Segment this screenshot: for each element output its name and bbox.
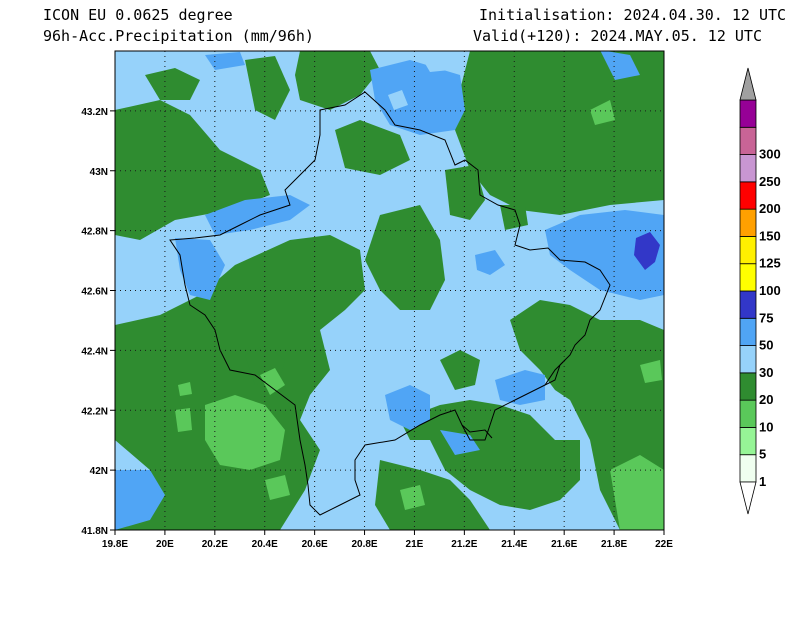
colorbar-swatch (739, 454, 757, 483)
x-tick-label: 22E (655, 539, 673, 550)
field-10-20 (445, 165, 485, 220)
colorbar-swatch (739, 372, 757, 401)
y-tick-label: 42.2N (81, 406, 108, 417)
field-10-20 (245, 56, 290, 120)
colorbar-label: 10 (759, 419, 773, 434)
field-5-10 (610, 455, 664, 530)
x-tick-label: 21E (406, 539, 424, 550)
field-5-10 (178, 382, 192, 396)
field-30-50 (370, 60, 465, 135)
model-title: ICON EU 0.0625 degree (43, 6, 233, 24)
field-30-50 (115, 470, 165, 530)
colorbar-label: 50 (759, 338, 773, 353)
colorbar-label: 150 (759, 228, 781, 243)
field-10-20 (440, 350, 480, 390)
colorbar-swatch (739, 99, 757, 128)
colorbar-swatch (739, 263, 757, 292)
colorbar-swatch (739, 181, 757, 210)
field-5-10 (260, 368, 285, 395)
x-tick-label: 19.8E (102, 539, 128, 550)
field-10-20 (400, 400, 580, 510)
field-10-20 (335, 120, 410, 175)
field-30-50 (545, 210, 664, 300)
colorbar-swatch (739, 345, 757, 374)
field-30-50 (600, 51, 640, 80)
y-axis: 41.8N 42N 42.2N 42.4N 42.6N 42.8N 43N 43.2N (81, 107, 115, 537)
field-50-75 (634, 232, 660, 270)
colorbar-swatch (739, 427, 757, 456)
colorbar-label: 250 (759, 174, 781, 189)
colorbar-swatch (739, 317, 757, 346)
colorbar-label: 100 (759, 283, 781, 298)
y-tick-label: 42N (90, 466, 108, 477)
valid-time: Valid(+120): 2024.MAY.05. 12 UTC (473, 27, 762, 45)
y-tick-label: 43N (90, 167, 108, 178)
x-tick-label: 21.8E (601, 539, 627, 550)
colorbar-swatch (739, 290, 757, 319)
field-10-20 (455, 51, 664, 215)
field-10-20 (500, 205, 528, 230)
field-5-10 (640, 360, 662, 383)
x-tick-label: 20E (156, 539, 174, 550)
colorbar-label: 125 (759, 256, 781, 271)
colorbar-label: 5 (759, 447, 766, 462)
field-title: 96h-Acc.Precipitation (mm/96h) (43, 27, 314, 45)
colorbar-swatch (739, 154, 757, 183)
y-tick-label: 43.2N (81, 107, 108, 118)
x-axis: 19.8E 20E 20.2E 20.4E 20.6E 20.8E 21E 21.2E 21.4… (102, 530, 673, 550)
colorbar-swatch (739, 236, 757, 265)
precipitation-field (115, 51, 664, 530)
field-10-20 (145, 68, 200, 100)
field-30-50 (205, 195, 310, 235)
colorbar-label: 30 (759, 365, 773, 380)
colorbar-label: 200 (759, 201, 781, 216)
field-5-10 (400, 485, 425, 510)
colorbar-swatch (739, 208, 757, 237)
x-tick-label: 20.4E (252, 539, 278, 550)
colorbar-overflow-arrow (739, 67, 757, 101)
field-5-10 (175, 408, 192, 432)
inner-boundary (461, 359, 566, 439)
field-10-20 (115, 100, 270, 240)
field-30-50 (175, 238, 225, 300)
y-tick-label: 42.6N (81, 287, 108, 298)
colorbar-label: 75 (759, 310, 773, 325)
colorbar-underflow-arrow (739, 481, 757, 515)
colorbar-label: 1 (759, 474, 766, 489)
field-10-20 (375, 460, 490, 530)
field-30-50 (475, 250, 505, 275)
field-10-20 (295, 51, 380, 110)
colorbar-label: 300 (759, 147, 781, 162)
y-tick-label: 42.8N (81, 227, 108, 238)
colorbar: 1 5 10 20 30 50 75 100 125 150 200 250 300 (739, 67, 781, 515)
field-10-20 (365, 205, 445, 310)
x-tick-label: 21.4E (501, 539, 527, 550)
field-5-10 (590, 100, 615, 125)
colorbar-label: 20 (759, 392, 773, 407)
initialisation-time: Initialisation: 2024.04.30. 12 UTC (479, 6, 787, 24)
x-tick-label: 20.8E (351, 539, 377, 550)
field-5-10 (265, 475, 290, 500)
x-tick-label: 21.2E (451, 539, 477, 550)
x-tick-label: 20.6E (302, 539, 328, 550)
field-30-50 (495, 370, 545, 405)
colorbar-swatch (739, 126, 757, 155)
field-10-20 (115, 235, 365, 530)
x-tick-label: 21.6E (551, 539, 577, 550)
y-tick-label: 42.4N (81, 346, 108, 357)
x-tick-label: 20.2E (202, 539, 228, 550)
colorbar-swatch (739, 399, 757, 428)
field-30-50 (440, 430, 480, 455)
y-tick-label: 41.8N (81, 526, 108, 537)
field-30-50 (385, 385, 430, 430)
